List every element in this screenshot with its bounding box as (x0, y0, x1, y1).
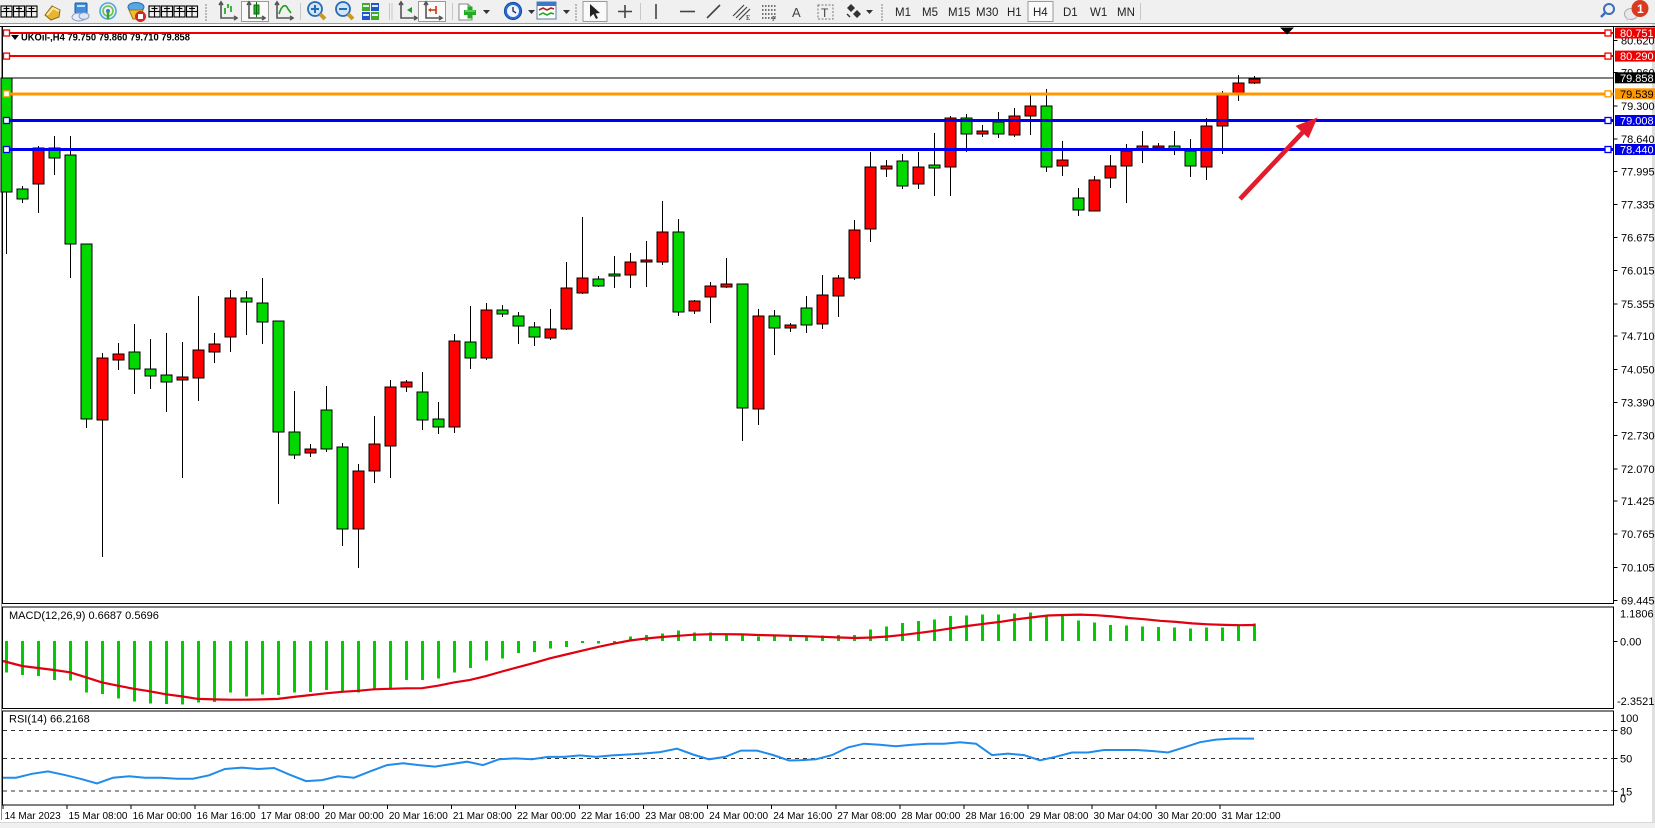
svg-text:28 Mar 16:00: 28 Mar 16:00 (965, 811, 1024, 822)
svg-text:20 Mar 16:00: 20 Mar 16:00 (389, 811, 448, 822)
svg-text:80.290: 80.290 (1620, 51, 1654, 63)
svg-text:15: 15 (1620, 787, 1632, 799)
svg-text:30 Mar 04:00: 30 Mar 04:00 (1094, 811, 1153, 822)
svg-text:14 Mar 2023: 14 Mar 2023 (5, 811, 62, 822)
svg-text:80.751: 80.751 (1620, 28, 1654, 40)
svg-text:29 Mar 08:00: 29 Mar 08:00 (1029, 811, 1088, 822)
svg-text:E: E (746, 14, 750, 22)
svg-text:16 Mar 00:00: 16 Mar 00:00 (133, 811, 192, 822)
svg-text:78.640: 78.640 (1621, 134, 1655, 146)
svg-text:71.425: 71.425 (1621, 496, 1655, 508)
svg-text:-2.3521: -2.3521 (1617, 696, 1654, 708)
svg-text:22 Mar 16:00: 22 Mar 16:00 (581, 811, 640, 822)
svg-text:22 Mar 00:00: 22 Mar 00:00 (517, 811, 576, 822)
svg-text:T: T (821, 6, 829, 20)
svg-text:24 Mar 00:00: 24 Mar 00:00 (709, 811, 768, 822)
svg-text:M1: M1 (895, 7, 911, 19)
svg-text:72.730: 72.730 (1621, 431, 1655, 443)
svg-text:79.539: 79.539 (1620, 89, 1654, 101)
svg-text:31 Mar 12:00: 31 Mar 12:00 (1222, 811, 1281, 822)
svg-text:77.995: 77.995 (1621, 166, 1655, 178)
svg-text:75.355: 75.355 (1621, 299, 1655, 311)
svg-text:UKOil-,H4 79.750 79.860 79.71: UKOil-,H4 79.750 79.860 79.710 79.858 (21, 33, 190, 44)
svg-text:78.440: 78.440 (1620, 145, 1654, 157)
svg-text:M5: M5 (922, 7, 938, 19)
svg-text:79.858: 79.858 (1620, 73, 1654, 85)
svg-text:1.1806: 1.1806 (1620, 609, 1654, 621)
svg-text:27 Mar 08:00: 27 Mar 08:00 (837, 811, 896, 822)
svg-text:17 Mar 08:00: 17 Mar 08:00 (261, 811, 320, 822)
svg-text:F: F (772, 15, 776, 23)
svg-text:73.390: 73.390 (1621, 398, 1655, 410)
svg-text:MACD(12,26,9) 0.6687 0.5696: MACD(12,26,9) 0.6687 0.5696 (9, 610, 159, 622)
svg-text:H4: H4 (1033, 7, 1048, 19)
svg-text:1: 1 (1637, 2, 1644, 16)
svg-text:15 Mar 08:00: 15 Mar 08:00 (69, 811, 128, 822)
svg-text:A: A (792, 5, 801, 20)
svg-text:69.445: 69.445 (1621, 596, 1655, 608)
svg-text:0.00: 0.00 (1620, 637, 1641, 649)
svg-text:MN: MN (1117, 7, 1135, 19)
svg-text:80: 80 (1620, 726, 1632, 738)
svg-text:24 Mar 16:00: 24 Mar 16:00 (773, 811, 832, 822)
svg-text:79.300: 79.300 (1621, 101, 1655, 113)
svg-text:28 Mar 00:00: 28 Mar 00:00 (901, 811, 960, 822)
svg-text:70.765: 70.765 (1621, 529, 1655, 541)
svg-text:100: 100 (1620, 713, 1638, 725)
svg-text:74.050: 74.050 (1621, 364, 1655, 376)
svg-text:77.335: 77.335 (1621, 200, 1655, 212)
svg-text:30 Mar 20:00: 30 Mar 20:00 (1158, 811, 1217, 822)
svg-text:0: 0 (1620, 794, 1626, 806)
svg-text:23 Mar 08:00: 23 Mar 08:00 (645, 811, 704, 822)
svg-text:76.675: 76.675 (1621, 233, 1655, 245)
svg-text:20 Mar 00:00: 20 Mar 00:00 (325, 811, 384, 822)
svg-text:H1: H1 (1007, 7, 1022, 19)
svg-text:76.015: 76.015 (1621, 266, 1655, 278)
svg-text:W1: W1 (1090, 7, 1107, 19)
svg-text:RSI(14) 66.2168: RSI(14) 66.2168 (9, 714, 90, 726)
svg-text:M30: M30 (976, 7, 998, 19)
svg-text:70.105: 70.105 (1621, 562, 1655, 574)
svg-text:79.008: 79.008 (1620, 116, 1654, 128)
svg-text:50: 50 (1620, 754, 1632, 766)
svg-text:74.710: 74.710 (1621, 331, 1655, 343)
svg-text:21 Mar 08:00: 21 Mar 08:00 (453, 811, 512, 822)
svg-text:72.070: 72.070 (1621, 464, 1655, 476)
svg-text:M15: M15 (948, 7, 970, 19)
svg-text:16 Mar 16:00: 16 Mar 16:00 (197, 811, 256, 822)
svg-text:D1: D1 (1063, 7, 1078, 19)
